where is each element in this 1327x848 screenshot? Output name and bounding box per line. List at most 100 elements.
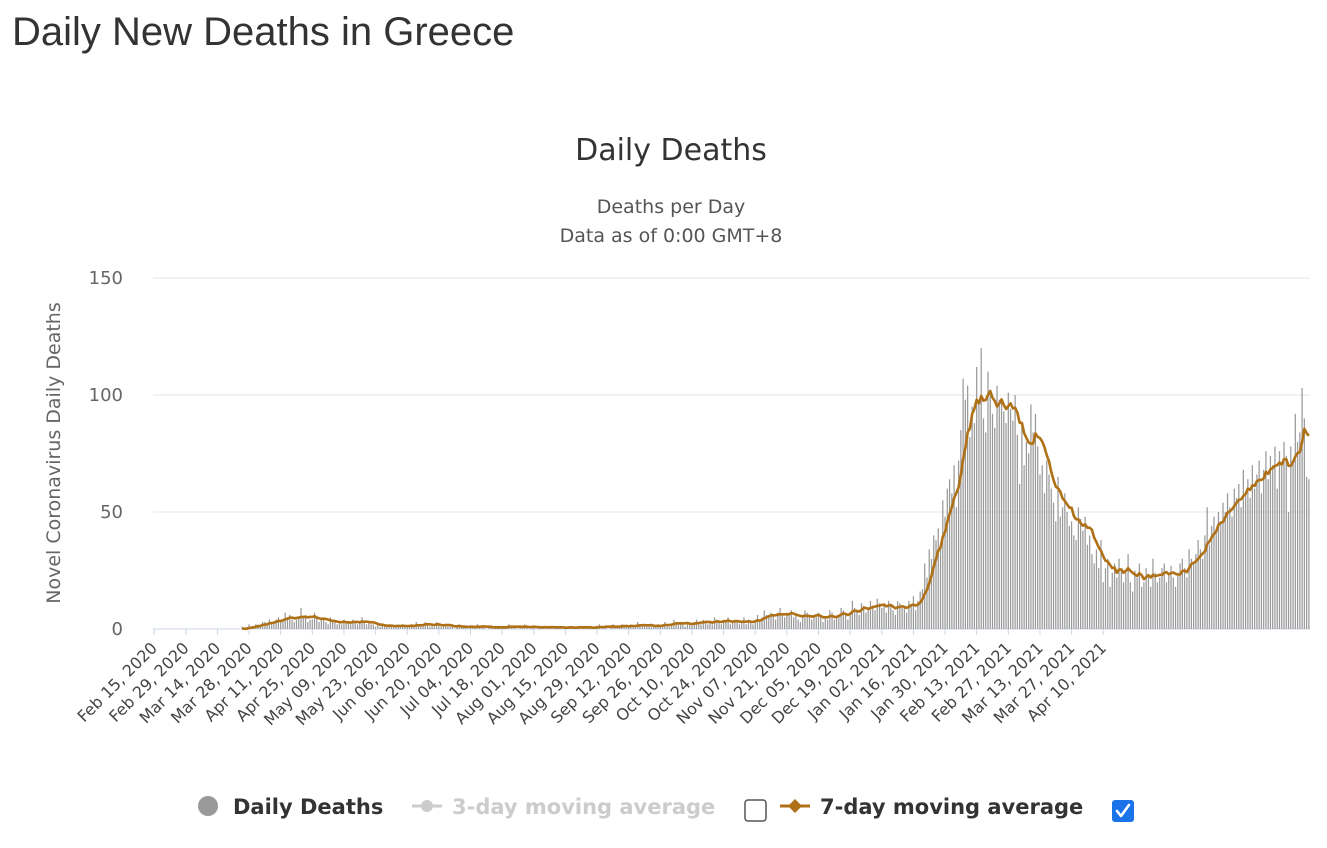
daily-deaths-bar (1113, 563, 1116, 629)
daily-deaths-bar (1048, 474, 1050, 629)
daily-deaths-bar (365, 624, 368, 629)
daily-deaths-bar (1229, 507, 1231, 629)
daily-deaths-bar (867, 607, 869, 629)
daily-deaths-bar (1050, 488, 1052, 629)
daily-deaths-bar (1016, 434, 1018, 629)
daily-deaths-bar (377, 624, 379, 629)
daily-deaths-bar (1265, 451, 1267, 629)
daily-deaths-bar (1188, 549, 1190, 629)
daily-deaths-bar (284, 612, 286, 629)
daily-deaths-bar (1037, 446, 1039, 629)
daily-deaths-bar (429, 626, 431, 629)
daily-deaths-bar (625, 626, 628, 629)
daily-deaths-bar (964, 399, 966, 629)
daily-deaths-bar (338, 621, 341, 629)
daily-deaths-bar (1125, 572, 1127, 629)
daily-deaths-bar (686, 621, 689, 629)
daily-deaths-bar (790, 610, 792, 629)
daily-deaths-bar (1242, 469, 1244, 629)
legend-item-3-day-average[interactable]: 3-day moving average (412, 795, 715, 819)
daily-deaths-bar (854, 607, 856, 629)
grid-layer: 0 50 100 150 (89, 268, 1310, 640)
daily-deaths-bar (413, 626, 415, 629)
legend-label-3-day-average: 3-day moving average (452, 795, 715, 819)
7-day-average-checkbox[interactable] (1112, 800, 1134, 822)
daily-deaths-bar (1258, 460, 1260, 629)
daily-deaths-bar (797, 619, 799, 629)
daily-deaths-bar (1181, 558, 1183, 629)
daily-deaths-bar (883, 605, 885, 629)
line-layer (242, 389, 1310, 630)
daily-deaths-bar (745, 624, 747, 629)
daily-deaths-bar (1294, 413, 1296, 629)
daily-deaths-bar (1170, 565, 1172, 629)
daily-deaths-bar (722, 619, 725, 629)
daily-deaths-bar (336, 624, 338, 629)
daily-deaths-bar (1118, 558, 1120, 629)
daily-deaths-bar (623, 626, 625, 629)
3-day-average-checkbox[interactable] (744, 799, 767, 822)
daily-deaths-bar (781, 614, 783, 629)
daily-deaths-bar (908, 600, 910, 629)
daily-deaths-bar (677, 624, 680, 629)
daily-deaths-bar (978, 404, 980, 629)
daily-deaths-bar (754, 619, 756, 629)
daily-deaths-bar (824, 617, 826, 629)
daily-deaths-bar (808, 617, 811, 629)
daily-deaths-bar (1136, 577, 1138, 629)
daily-deaths-bar (869, 600, 872, 629)
3-day-legend-marker (421, 800, 433, 812)
daily-deaths-bar (1007, 392, 1009, 629)
daily-deaths-bar (368, 621, 370, 629)
daily-deaths-bar (1061, 507, 1064, 629)
legend-item-7-day-average[interactable]: 7-day moving average (780, 795, 1083, 819)
daily-deaths-bar (1131, 591, 1134, 629)
legend-item-daily-deaths[interactable]: Daily Deaths (198, 795, 383, 819)
daily-deaths-bar (422, 624, 424, 629)
daily-deaths-bar (1102, 582, 1104, 629)
daily-deaths-bar (1127, 554, 1129, 629)
daily-deaths-bar (628, 626, 630, 629)
daily-deaths-bar (1052, 502, 1055, 629)
daily-deaths-bar (896, 600, 899, 629)
daily-deaths-bar (838, 614, 840, 629)
daily-deaths-bar (729, 624, 731, 629)
daily-deaths-bar (1030, 404, 1032, 629)
daily-deaths-bar (759, 619, 761, 629)
daily-deaths-bar (316, 617, 318, 629)
daily-deaths-bar (987, 371, 989, 629)
daily-deaths-bar (783, 617, 786, 629)
daily-deaths-bar (1301, 387, 1303, 629)
daily-deaths-bar (259, 626, 261, 629)
daily-deaths-bar (1152, 558, 1154, 629)
daily-deaths-bar (1064, 493, 1066, 629)
daily-deaths-bar (456, 626, 458, 629)
daily-deaths-bar (957, 460, 960, 629)
daily-deaths-bar (835, 617, 838, 629)
daily-deaths-bar (1292, 460, 1294, 629)
daily-deaths-bar (903, 605, 905, 629)
daily-deaths-bar (1215, 530, 1217, 629)
daily-deaths-bar (971, 406, 973, 629)
daily-deaths-bar (1100, 540, 1102, 629)
daily-deaths-bar (1226, 493, 1229, 629)
daily-deaths-bar (756, 614, 759, 629)
daily-deaths-bar (643, 624, 646, 629)
daily-deaths-bar (1129, 582, 1131, 629)
daily-deaths-bar (291, 619, 293, 629)
daily-deaths-bar (1104, 568, 1107, 629)
daily-deaths-bar (996, 385, 998, 629)
daily-deaths-bar (1003, 411, 1005, 629)
daily-deaths-bar (874, 610, 876, 629)
daily-deaths-bar (826, 619, 829, 629)
daily-deaths-bar (1161, 568, 1163, 629)
daily-deaths-bar (1009, 409, 1012, 629)
daily-deaths-bar (1267, 479, 1269, 629)
daily-deaths-bar (347, 621, 350, 629)
daily-deaths-bar (872, 605, 874, 629)
daily-deaths-bar (399, 626, 402, 629)
daily-deaths-bar (804, 610, 806, 629)
daily-deaths-bar (960, 430, 962, 629)
daily-deaths-bar (395, 626, 397, 629)
daily-deaths-bar (962, 378, 964, 629)
